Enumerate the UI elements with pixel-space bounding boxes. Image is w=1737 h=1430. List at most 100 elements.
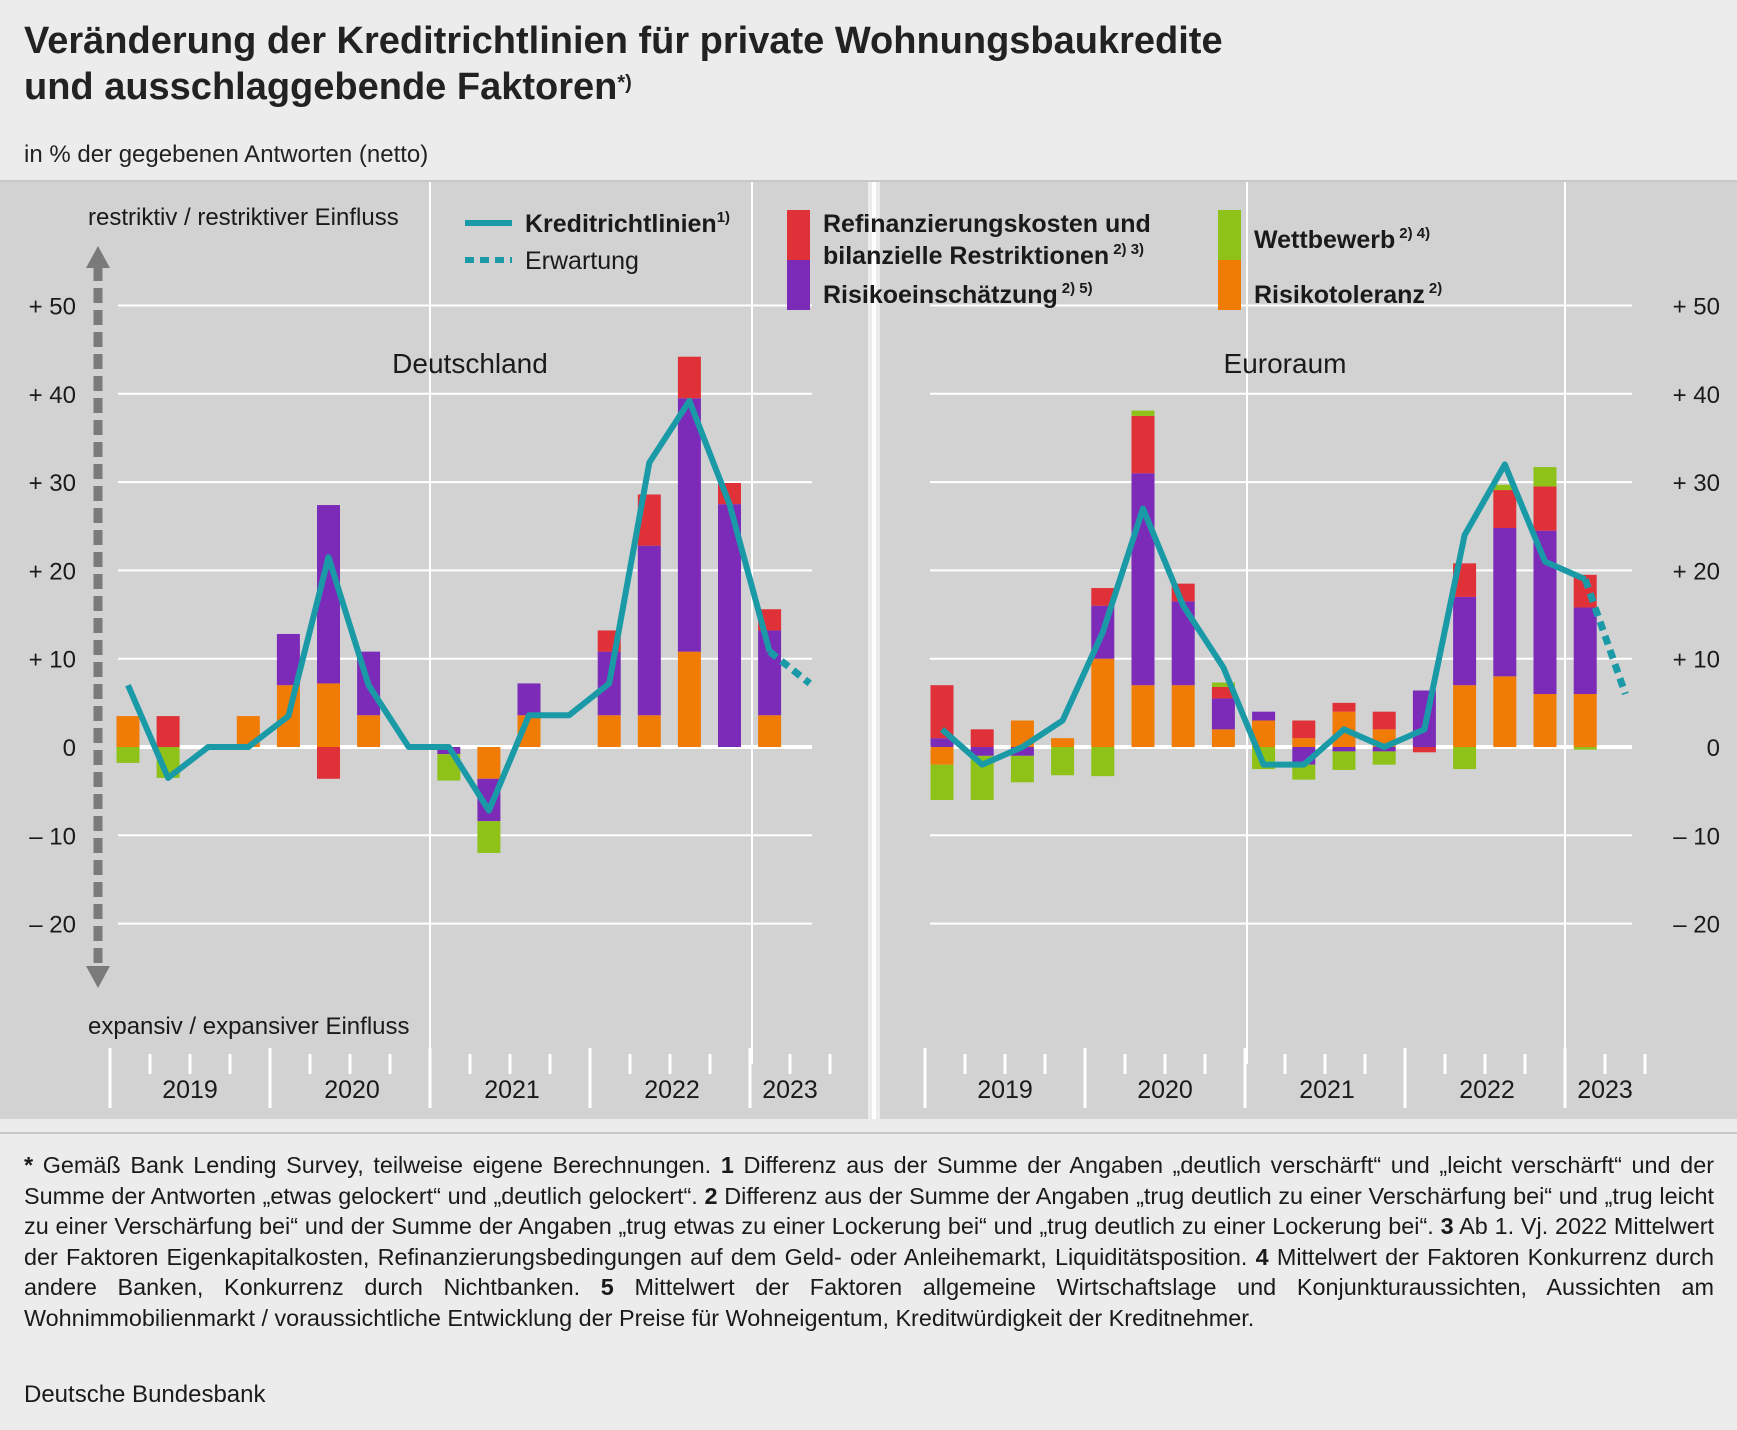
bar-segment-comp bbox=[1051, 747, 1075, 776]
bar-segment-risk bbox=[1171, 601, 1195, 686]
y-tick-label-right: + 10 bbox=[1673, 647, 1720, 674]
chart-title-line2: und ausschlaggebende Faktoren*) bbox=[24, 64, 1674, 110]
chart-title-line1: Veränderung der Kreditrichtlinien für pr… bbox=[24, 20, 1223, 62]
bar-segment-comp bbox=[1131, 410, 1155, 416]
bar-segment-refi bbox=[1493, 490, 1517, 529]
legend-label-refi-1: Refinanzierungskosten und bbox=[823, 210, 1151, 238]
footnote-text: Mittelwert der Faktoren allgemeine Wirts… bbox=[24, 1274, 1715, 1331]
bar-segment-risk bbox=[677, 398, 701, 652]
title-footnote-mark: *) bbox=[617, 72, 632, 94]
y-tick-label-right: – 20 bbox=[1673, 912, 1720, 939]
legend-label-tol: Risikotoleranz 2) bbox=[1254, 280, 1442, 309]
legend-label-risk: Risikoeinschätzung 2) 5) bbox=[823, 280, 1093, 309]
y-tick-label-right: + 40 bbox=[1673, 382, 1720, 409]
y-tick-label-right: + 50 bbox=[1673, 294, 1720, 321]
bar-segment-risk bbox=[1010, 747, 1034, 756]
y-tick-label-left: + 30 bbox=[29, 470, 76, 497]
panel-title-deutschland: Deutschland bbox=[392, 348, 548, 379]
bar-segment-tol bbox=[1131, 685, 1155, 747]
bar-segment-risk bbox=[1573, 607, 1597, 695]
bar-segment-risk bbox=[930, 738, 954, 747]
x-year-label: 2020 bbox=[1137, 1076, 1193, 1104]
bar-segment-refi bbox=[970, 729, 994, 747]
series-line-erwartung bbox=[1581, 578, 1629, 696]
bar-segment-tol bbox=[1453, 685, 1477, 747]
chart-title-line2-text: und ausschlaggebende Faktoren bbox=[24, 66, 618, 108]
y-tick-label-right: + 20 bbox=[1673, 558, 1720, 585]
y-tick-label-right: + 30 bbox=[1673, 470, 1720, 497]
bar-segment-tol bbox=[758, 715, 782, 747]
top-divider bbox=[0, 180, 1737, 182]
bar-segment-tol bbox=[930, 747, 954, 765]
chart-area: + 50 + 50 + 40 + 40 + 30 + 30 + 20 + 20 + 10 + 10… bbox=[0, 182, 1737, 1119]
bar-segment-comp bbox=[1332, 751, 1356, 770]
bar-segment-risk bbox=[317, 505, 340, 684]
footnote-text: Gemäß Bank Lending Survey, teilweise eig… bbox=[42, 1152, 712, 1178]
bar-segment-refi bbox=[1533, 486, 1557, 531]
bar-segment-tol bbox=[317, 683, 340, 747]
bar-segment-tol bbox=[477, 747, 501, 779]
bar-segment-refi bbox=[156, 716, 180, 747]
bar-segment-risk bbox=[1131, 473, 1155, 686]
bar-segment-risk bbox=[718, 504, 741, 747]
bar-segment-risk bbox=[1453, 596, 1477, 686]
footnote-mark: 3 bbox=[1440, 1213, 1454, 1239]
bottom-divider bbox=[0, 1132, 1737, 1134]
bar-segment-tol bbox=[116, 716, 140, 747]
bar-segment-refi bbox=[317, 747, 340, 779]
source-label: Deutsche Bundesbank bbox=[24, 1381, 266, 1408]
legend-swatch-risk bbox=[787, 260, 810, 310]
x-year-label: 2019 bbox=[162, 1076, 218, 1104]
bar-segment-comp bbox=[1533, 467, 1557, 487]
x-year-label: 2021 bbox=[484, 1076, 540, 1104]
bar-segment-tol bbox=[1252, 720, 1276, 747]
panel-title-euroraum: Euroraum bbox=[1224, 348, 1347, 379]
footnote-mark: * bbox=[24, 1152, 34, 1178]
bar-segment-comp bbox=[1211, 682, 1235, 687]
y-axis-top-label: restriktiv / restriktiver Einfluss bbox=[88, 204, 399, 231]
x-year-label: 2019 bbox=[977, 1076, 1033, 1104]
bar-segment-comp bbox=[1292, 764, 1316, 780]
footnotes: * Gemäß Bank Lending Survey, teilweise e… bbox=[24, 1150, 1714, 1333]
y-tick-label-left: – 10 bbox=[29, 823, 76, 850]
bar-segment-risk bbox=[970, 747, 994, 756]
bar-segment-comp bbox=[116, 747, 140, 763]
series-line-kreditrichtlinien bbox=[940, 461, 1587, 768]
legend-swatch-tol bbox=[1218, 260, 1241, 310]
y-tick-label-left: + 50 bbox=[29, 294, 76, 321]
bar-segment-risk bbox=[517, 683, 541, 716]
panel-background-euroraum bbox=[880, 182, 1737, 1119]
footnote-mark: 2 bbox=[704, 1182, 718, 1209]
bar-segment-comp bbox=[477, 821, 501, 853]
chart-title: Veränderung der Kreditrichtlinien für pr… bbox=[24, 18, 1674, 110]
bar-segment-comp bbox=[1091, 747, 1115, 777]
bar-segment-refi bbox=[930, 685, 954, 739]
x-year-label: 2022 bbox=[1459, 1076, 1515, 1104]
bar-segment-risk bbox=[1332, 747, 1356, 752]
bar-segment-tol bbox=[1091, 658, 1115, 747]
bar-segment-refi bbox=[1091, 588, 1115, 606]
bar-segment-tol bbox=[1211, 729, 1235, 747]
bar-segment-tol bbox=[1573, 694, 1597, 747]
footnote-text: Ab 1. Vj. 2022 Mittelwert der Faktoren E… bbox=[24, 1213, 1714, 1270]
bar-segment-comp bbox=[1573, 747, 1597, 750]
legend-label-erwartung: Erwartung bbox=[525, 247, 639, 275]
legend-swatch-refi bbox=[787, 210, 810, 260]
footnote-mark: 5 bbox=[600, 1274, 614, 1300]
bar-segment-comp bbox=[1493, 484, 1517, 491]
bar-segment-tol bbox=[637, 715, 661, 747]
bar-segment-tol bbox=[1493, 676, 1517, 747]
legend-label-comp: Wettbewerb 2) 4) bbox=[1254, 225, 1430, 254]
x-year-label: 2020 bbox=[324, 1076, 380, 1104]
footnote-mark: 1 bbox=[720, 1152, 734, 1178]
bar-segment-refi bbox=[1412, 747, 1436, 753]
x-year-label: 2022 bbox=[644, 1076, 700, 1104]
legend-swatch-comp bbox=[1218, 210, 1241, 260]
bar-segment-tol bbox=[677, 651, 701, 747]
bar-segment-risk bbox=[1533, 530, 1557, 695]
bar-segment-comp bbox=[1010, 755, 1034, 783]
footnote-text: Differenz aus der Summe der Angaben „tru… bbox=[24, 1182, 1714, 1240]
bar-segment-comp bbox=[970, 755, 994, 800]
legend-label-refi-2: bilanzielle Restriktionen 2) 3) bbox=[823, 241, 1144, 270]
bar-segment-tol bbox=[357, 715, 381, 747]
